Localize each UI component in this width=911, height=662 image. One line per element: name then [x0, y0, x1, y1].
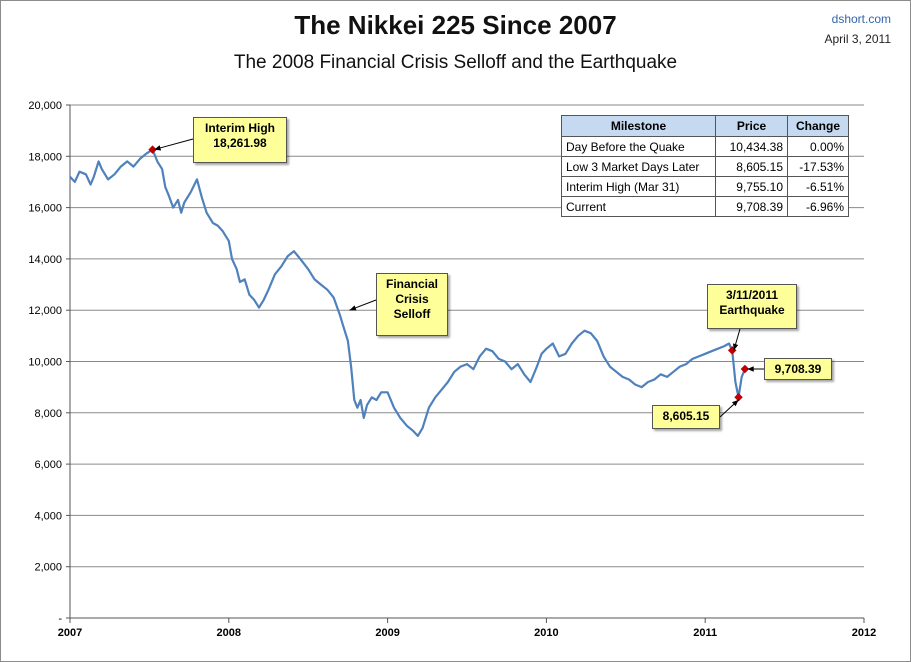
- table-header-row: Milestone Price Change: [561, 115, 849, 137]
- callout-line: 18,261.98: [213, 136, 267, 150]
- table-cell: Day Before the Quake: [561, 136, 716, 157]
- arrowhead: [154, 145, 162, 151]
- nikkei-line: [69, 148, 746, 437]
- y-tick-label: 12,000: [28, 305, 62, 317]
- table-cell: 9,755.10: [715, 176, 788, 197]
- table-cell: Current: [561, 196, 716, 217]
- x-tick-label: 2011: [693, 627, 717, 639]
- table-cell: Low 3 Market Days Later: [561, 156, 716, 177]
- x-tick-label: 2010: [534, 627, 558, 639]
- y-tick-label: 14,000: [28, 254, 62, 266]
- chart-subtitle: The 2008 Financial Crisis Selloff and th…: [233, 52, 678, 73]
- table-row: Low 3 Market Days Later 8,605.15 -17.53%: [561, 156, 849, 177]
- arrowhead: [747, 366, 754, 372]
- table-cell: -17.53%: [787, 156, 849, 177]
- callout-line: 8,605.15: [662, 409, 710, 423]
- source-label: dshort.com: [831, 12, 891, 26]
- table-row: Interim High (Mar 31) 9,755.10 -6.51%: [561, 176, 849, 197]
- callout-line: Selloff: [393, 307, 431, 321]
- callout-line: Interim High: [204, 121, 275, 135]
- table-header: Change: [787, 115, 849, 137]
- milestone-table: Milestone Price Change Day Before the Qu…: [561, 115, 849, 217]
- y-tick-label: 2,000: [34, 562, 62, 574]
- low-value-callout: 8,605.15: [652, 405, 720, 429]
- callout-line: 3/11/2011: [725, 288, 779, 302]
- x-tick-label: 2009: [375, 627, 399, 639]
- current-value-callout: 9,708.39: [764, 358, 832, 380]
- y-tick-label: -: [58, 613, 62, 625]
- callout-line: Financial: [385, 277, 438, 291]
- data-marker: [740, 364, 750, 374]
- table-cell: -6.51%: [787, 176, 849, 197]
- arrowhead: [349, 305, 357, 311]
- y-tick-label: 4,000: [34, 510, 62, 522]
- x-tick-label: 2007: [58, 627, 82, 639]
- data-marker: [734, 393, 743, 402]
- y-tick-label: 8,000: [34, 408, 62, 420]
- table-cell: 10,434.38: [715, 136, 788, 157]
- callout-line: 9,708.39: [774, 362, 822, 376]
- callout-line: Crisis: [395, 292, 429, 306]
- interim-high-callout: Interim High 18,261.98: [193, 117, 287, 163]
- arrowhead: [731, 399, 739, 407]
- callout-line: Earthquake: [719, 303, 785, 317]
- table-cell: 9,708.39: [715, 196, 788, 217]
- table-cell: Interim High (Mar 31): [561, 176, 716, 197]
- table-header: Price: [715, 115, 788, 137]
- date-label: April 3, 2011: [824, 32, 892, 46]
- y-tick-label: 16,000: [28, 203, 62, 215]
- y-tick-label: 18,000: [28, 151, 62, 163]
- table-cell: 0.00%: [787, 136, 849, 157]
- table-header: Milestone: [561, 115, 716, 137]
- table-row: Day Before the Quake 10,434.38 0.00%: [561, 136, 849, 157]
- x-tick-label: 2008: [217, 627, 241, 639]
- earthquake-callout: 3/11/2011 Earthquake: [707, 284, 797, 329]
- table-cell: -6.96%: [787, 196, 849, 217]
- callout-arrow: [154, 138, 194, 151]
- chart-title: The Nikkei 225 Since 2007: [294, 10, 617, 40]
- x-tick-label: 2012: [852, 627, 876, 639]
- table-cell: 8,605.15: [715, 156, 788, 177]
- arrowhead: [732, 343, 739, 351]
- y-tick-label: 10,000: [28, 357, 62, 369]
- y-tick-label: 6,000: [34, 459, 62, 471]
- financial-crisis-callout: Financial Crisis Selloff: [376, 273, 448, 336]
- y-tick-label: 20,000: [28, 100, 62, 112]
- data-marker: [148, 145, 157, 154]
- table-row: Current 9,708.39 -6.96%: [561, 196, 849, 217]
